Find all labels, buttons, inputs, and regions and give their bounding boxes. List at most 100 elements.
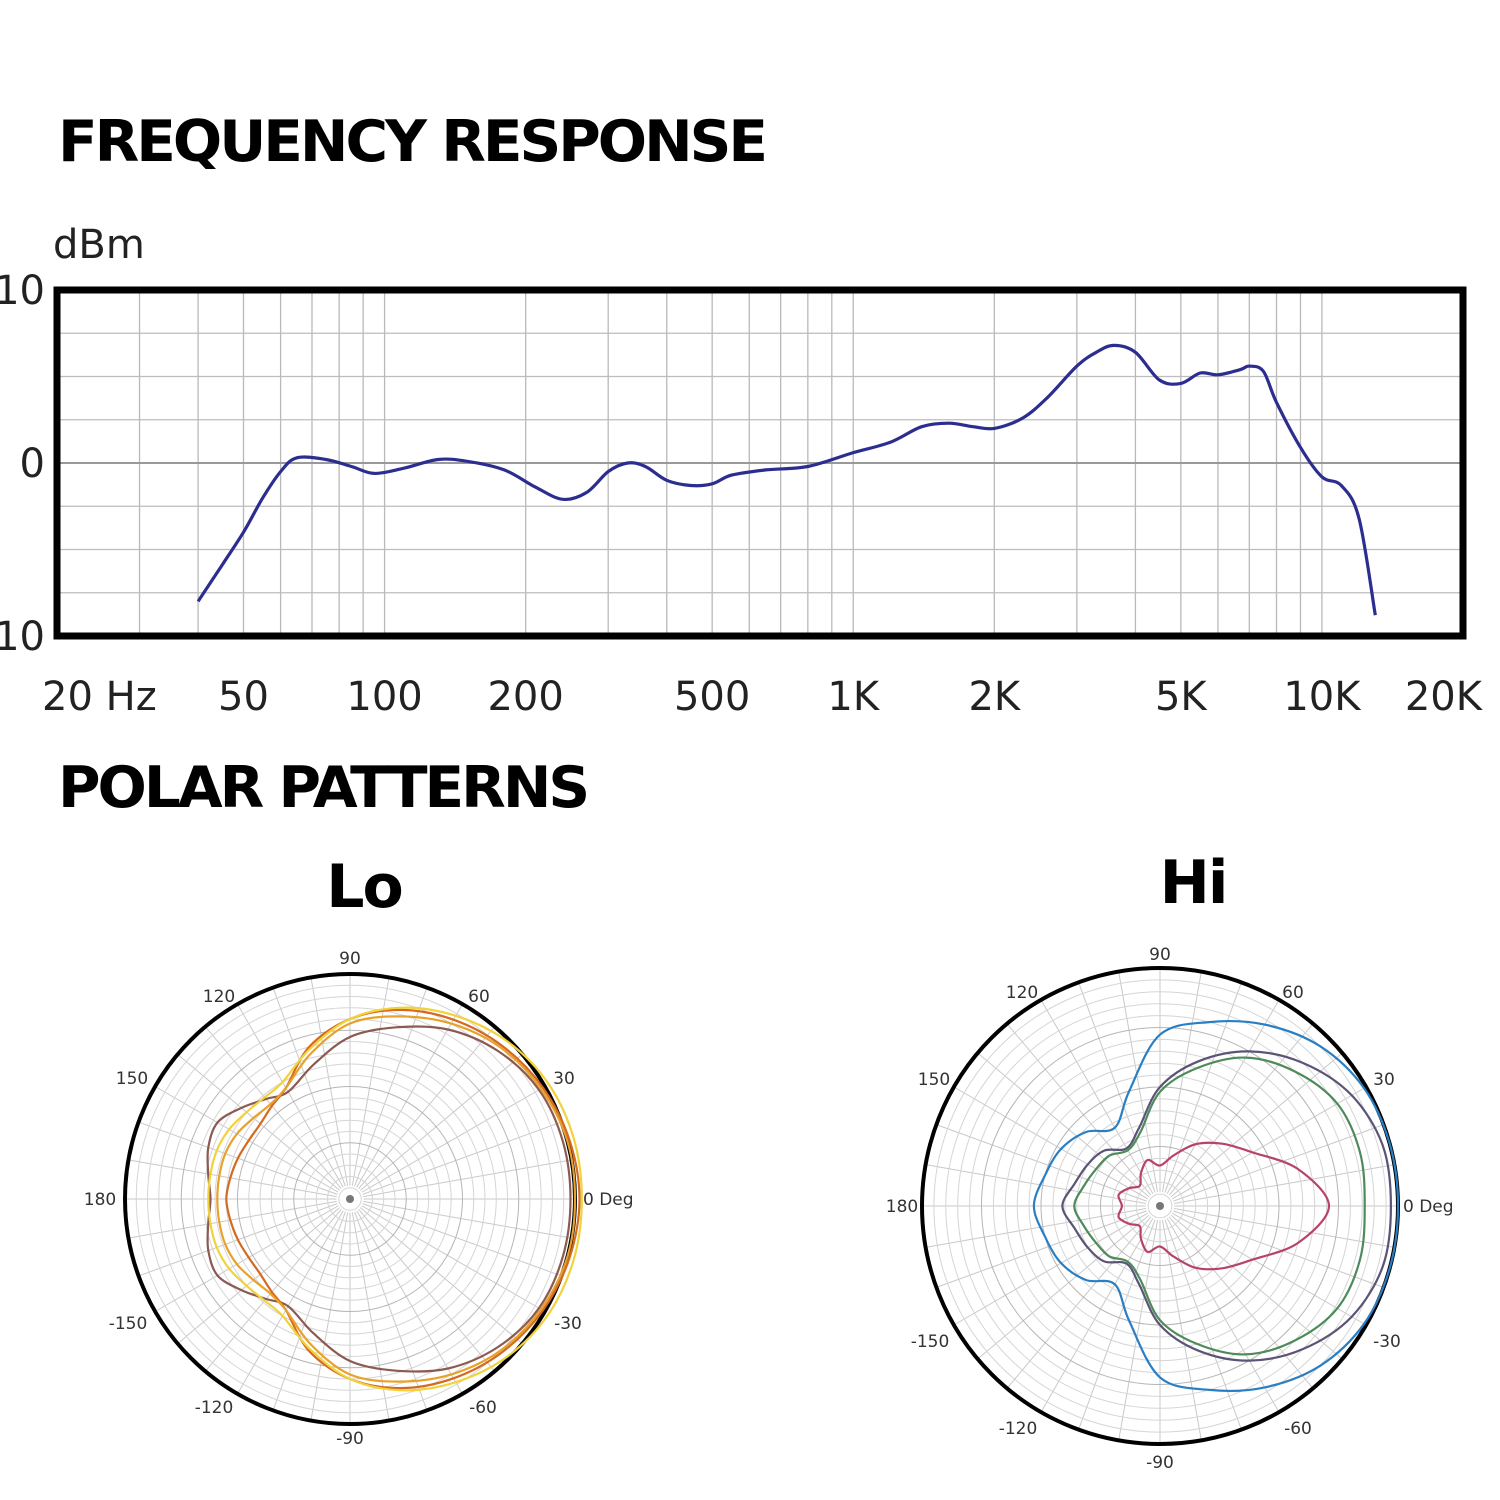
polar-pattern-line: [1073, 1056, 1366, 1356]
polar-ring: [1100, 1146, 1220, 1266]
polar-spoke: [925, 1164, 1147, 1205]
y-tick-label: -10: [0, 614, 45, 660]
polar-angle-label: 180: [84, 1190, 116, 1210]
polar-pattern-line: [206, 1025, 572, 1373]
polar-pattern-line: [216, 1015, 577, 1383]
polar-spoke: [1173, 1207, 1395, 1248]
polar-angle-label: 150: [116, 1069, 148, 1089]
polar-spoke: [953, 1086, 1148, 1200]
polar-spoke: [360, 1053, 523, 1191]
y-tick-label: 0: [20, 441, 45, 487]
polar-spoke: [1040, 999, 1154, 1194]
polar-spoke: [362, 1121, 562, 1195]
polar-spoke: [925, 1207, 1147, 1248]
polar-spoke: [356, 1210, 463, 1395]
polar-ring: [338, 1187, 362, 1211]
polar-angle-label: 90: [339, 949, 361, 969]
polar-spoke: [204, 1026, 342, 1189]
x-tick-label: 20 Hz: [42, 674, 157, 720]
polar-ring: [158, 1007, 542, 1391]
polar-ring: [1052, 1098, 1268, 1314]
polar-angle-label: -30: [1373, 1332, 1401, 1352]
x-tick-label: 500: [674, 674, 750, 720]
polar-spoke: [1161, 1219, 1202, 1441]
polar-angle-label: 0 Deg: [1403, 1197, 1454, 1217]
x-tick-label: 1K: [827, 674, 880, 720]
polar-ring: [1147, 1193, 1173, 1219]
polar-spoke: [351, 1212, 390, 1421]
polar-spoke: [977, 1214, 1150, 1360]
polar-ring: [293, 1142, 407, 1256]
polar-spoke: [204, 1209, 342, 1372]
polar-grid: [920, 966, 1400, 1446]
polar-ring: [992, 1038, 1328, 1374]
polar-spoke: [361, 1086, 546, 1193]
polar-ring: [981, 1027, 1339, 1385]
polar-spoke: [154, 1205, 339, 1312]
polar-spoke: [272, 1211, 346, 1411]
polar-ring: [1064, 1110, 1256, 1302]
polar-ring: [237, 1086, 463, 1312]
polar-patterns-title: POLAR PATTERNS: [58, 754, 590, 821]
x-tick-label: 10K: [1283, 674, 1362, 720]
polar-spoke: [310, 1212, 349, 1421]
y-axis-label: dBm: [53, 222, 145, 268]
x-tick-label: 2K: [968, 674, 1021, 720]
freq-grid: [53, 286, 1467, 640]
polar-angle-label: -150: [911, 1332, 950, 1352]
polar-spoke: [358, 1026, 496, 1189]
polar-ring: [282, 1131, 418, 1267]
polar-spoke: [128, 1159, 337, 1198]
polar-ring: [327, 1176, 373, 1222]
polar-angle-label: 0 Deg: [583, 1190, 634, 1210]
polar-ring: [147, 996, 553, 1402]
x-tick-label: 100: [346, 674, 422, 720]
polar-grid: [123, 972, 577, 1426]
polar-center: [1156, 1202, 1164, 1210]
x-tick-label: 200: [487, 674, 563, 720]
polar-ring: [933, 979, 1387, 1433]
polar-ring: [1088, 1134, 1232, 1278]
polar-ring: [315, 1164, 385, 1234]
polar-angle-label: -120: [999, 1419, 1038, 1439]
polar-angle-label: 60: [468, 987, 490, 1007]
polar-spoke: [1168, 1216, 1314, 1389]
polar-spoke: [1170, 1052, 1343, 1198]
polar-pattern-line: [1032, 1019, 1400, 1393]
polar-ring: [259, 1108, 441, 1290]
polar-ring: [248, 1097, 452, 1301]
polar-spoke: [177, 1053, 340, 1191]
polar-spoke: [356, 1003, 463, 1188]
polar-spoke: [354, 987, 428, 1187]
polar-ring: [1004, 1050, 1316, 1362]
polar-ring: [1111, 1157, 1209, 1255]
polar-series: [206, 1006, 583, 1392]
polar-ring: [957, 1003, 1363, 1409]
polar-spoke: [237, 1210, 344, 1395]
polar-spoke: [1168, 1023, 1314, 1196]
polar-angle-label: -60: [469, 1398, 497, 1418]
polar-ring: [180, 1029, 520, 1369]
polar-center: [346, 1195, 354, 1203]
x-tick-label: 50: [218, 674, 269, 720]
polar-angle-label: 180: [886, 1197, 918, 1217]
polar-ring: [969, 1015, 1351, 1397]
polar-ring: [1028, 1074, 1292, 1338]
polar-ring: [214, 1063, 486, 1335]
polar-angle-label: 90: [1149, 945, 1171, 965]
polar-ring: [1135, 1181, 1185, 1231]
freq-plot-frame: [53, 286, 1467, 640]
polar-spoke: [1078, 1219, 1156, 1430]
polar-spoke: [1118, 1219, 1159, 1441]
polar-ring: [1123, 1169, 1197, 1243]
polar-spoke: [1006, 1023, 1152, 1196]
polar-hi-title: Hi: [1159, 848, 1229, 918]
polar-series: [1032, 1019, 1400, 1393]
polar-spoke: [1166, 999, 1280, 1194]
polar-lo-title: Lo: [326, 852, 403, 922]
polar-spoke: [1164, 982, 1242, 1193]
polar-spoke: [1078, 982, 1156, 1193]
polar-ring: [203, 1052, 497, 1346]
polar-spoke: [1040, 1218, 1154, 1413]
freq-series: [196, 343, 1377, 616]
